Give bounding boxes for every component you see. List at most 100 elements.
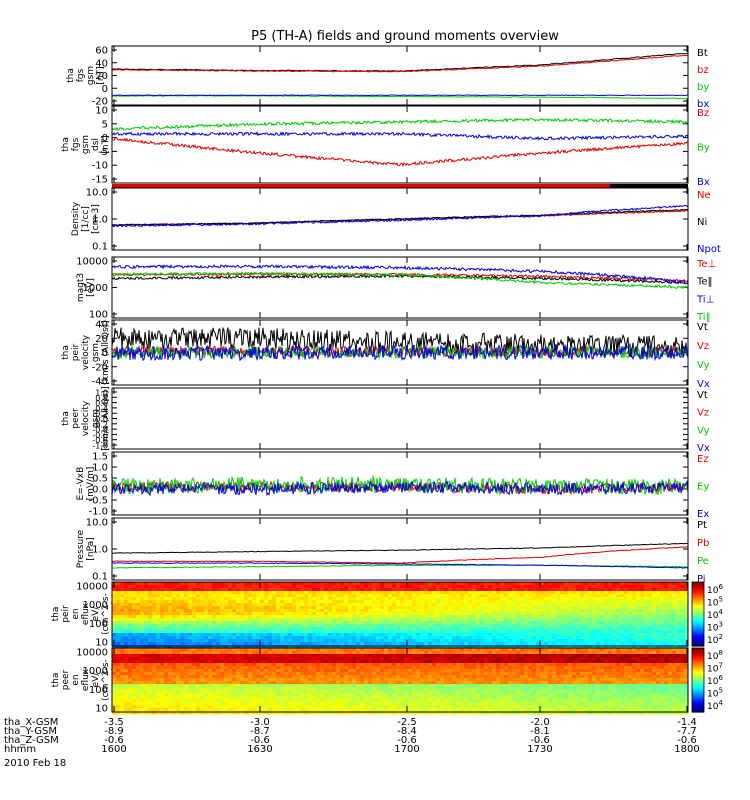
spectrogram-cell xyxy=(328,603,333,607)
spectrogram-cell xyxy=(540,609,545,613)
spectrogram-cell xyxy=(116,600,121,604)
spectrogram-cell xyxy=(220,615,225,619)
spectrogram-cell xyxy=(260,678,265,682)
spectrogram-cell xyxy=(432,639,437,643)
spectrogram-cell xyxy=(224,594,229,598)
spectrogram-cell xyxy=(200,657,205,661)
spectrogram-cell xyxy=(388,582,393,586)
spectrogram-cell xyxy=(284,615,289,619)
spectrogram-cell xyxy=(272,693,277,697)
spectrogram-cell xyxy=(496,621,501,625)
spectrogram-cell xyxy=(632,588,637,592)
spectrogram-cell xyxy=(352,621,357,625)
spectrogram-cell xyxy=(316,657,321,661)
spectrogram-cell xyxy=(500,582,505,586)
spectrogram-cell xyxy=(272,651,277,655)
spectrogram-cell xyxy=(148,609,153,613)
spectrogram-cell xyxy=(500,618,505,622)
spectrogram-cell xyxy=(420,606,425,610)
spectrogram-cell xyxy=(184,630,189,634)
spectrogram-cell xyxy=(520,594,525,598)
spectrogram-cell xyxy=(548,609,553,613)
spectrogram-cell xyxy=(640,612,645,616)
spectrogram-cell xyxy=(324,687,329,691)
spectrogram-cell xyxy=(676,600,681,604)
spectrogram-cell xyxy=(524,639,529,643)
spectrogram-cell xyxy=(672,582,677,586)
spectrogram-cell xyxy=(396,603,401,607)
spectrogram-cell xyxy=(464,609,469,613)
spectrogram-cell xyxy=(452,612,457,616)
spectrogram-cell xyxy=(508,639,513,643)
spectrogram-cell xyxy=(368,666,373,670)
spectrogram-cell xyxy=(588,594,593,598)
spectrogram-cell xyxy=(532,618,537,622)
spectrogram-cell xyxy=(312,702,317,706)
spectrogram-cell xyxy=(364,624,369,628)
spectrogram-cell xyxy=(236,678,241,682)
spectrogram-cell xyxy=(652,582,657,586)
spectrogram-cell xyxy=(480,603,485,607)
spectrogram-cell xyxy=(384,642,389,646)
spectrogram-cell xyxy=(344,642,349,646)
spectrogram-cell xyxy=(572,627,577,631)
spectrogram-cell xyxy=(288,699,293,703)
spectrogram-cell xyxy=(548,582,553,586)
spectrogram-cell xyxy=(360,693,365,697)
ylabel-line: peer xyxy=(71,408,81,429)
spectrogram-cell xyxy=(208,618,213,622)
spectrogram-cell xyxy=(312,687,317,691)
spectrogram-cell xyxy=(584,582,589,586)
spectrogram-cell xyxy=(252,609,257,613)
spectrogram-cell xyxy=(356,597,361,601)
spectrogram-cell xyxy=(312,699,317,703)
spectrogram-cell xyxy=(360,705,365,709)
spectrogram-cell xyxy=(320,597,325,601)
spectrogram-cell xyxy=(384,663,389,667)
spectrogram-cell xyxy=(332,615,337,619)
spectrogram-cell xyxy=(376,624,381,628)
spectrogram-cell xyxy=(240,612,245,616)
spectrogram-cell xyxy=(344,651,349,655)
spectrogram-cell xyxy=(436,585,441,589)
spectrogram-cell xyxy=(324,642,329,646)
spectrogram-cell xyxy=(160,702,165,706)
spectrogram-cell xyxy=(204,633,209,637)
spectrogram-cell xyxy=(296,699,301,703)
spectrogram-cell xyxy=(336,603,341,607)
spectrogram-cell xyxy=(276,636,281,640)
spectrogram-cell xyxy=(116,708,121,712)
spectrogram-cell xyxy=(668,624,673,628)
spectrogram-cell xyxy=(200,678,205,682)
spectrogram-cell xyxy=(204,600,209,604)
spectrogram-cell xyxy=(264,639,269,643)
spectrogram-cell xyxy=(232,672,237,676)
spectrogram-cell xyxy=(340,603,345,607)
spectrogram-cell xyxy=(360,645,365,649)
ytick-label: -0.5 xyxy=(88,496,108,507)
spectrogram-cell xyxy=(568,597,573,601)
spectrogram-cell xyxy=(612,633,617,637)
spectrogram-cell xyxy=(220,627,225,631)
spectrogram-cell xyxy=(324,681,329,685)
spectrogram-cell xyxy=(652,603,657,607)
spectrogram-cell xyxy=(204,588,209,592)
spectrogram-cell xyxy=(316,678,321,682)
spectrogram-cell xyxy=(684,585,689,589)
spectrogram-cell xyxy=(188,693,193,697)
spectrogram-cell xyxy=(180,633,185,637)
spectrogram-cell xyxy=(200,660,205,664)
spectrogram-cell xyxy=(360,651,365,655)
spectrogram-cell xyxy=(500,645,505,649)
spectrogram-cell xyxy=(544,603,549,607)
spectrogram-cell xyxy=(288,675,293,679)
spectrogram-cell xyxy=(472,642,477,646)
spectrogram-cell xyxy=(408,591,413,595)
spectrogram-cell xyxy=(628,591,633,595)
spectrogram-cell xyxy=(396,594,401,598)
spectrogram-cell xyxy=(312,633,317,637)
spectrogram-cell xyxy=(312,642,317,646)
spectrogram-cell xyxy=(384,639,389,643)
spectrogram-cell xyxy=(480,639,485,643)
ytick-label: 0.8 xyxy=(95,394,108,403)
